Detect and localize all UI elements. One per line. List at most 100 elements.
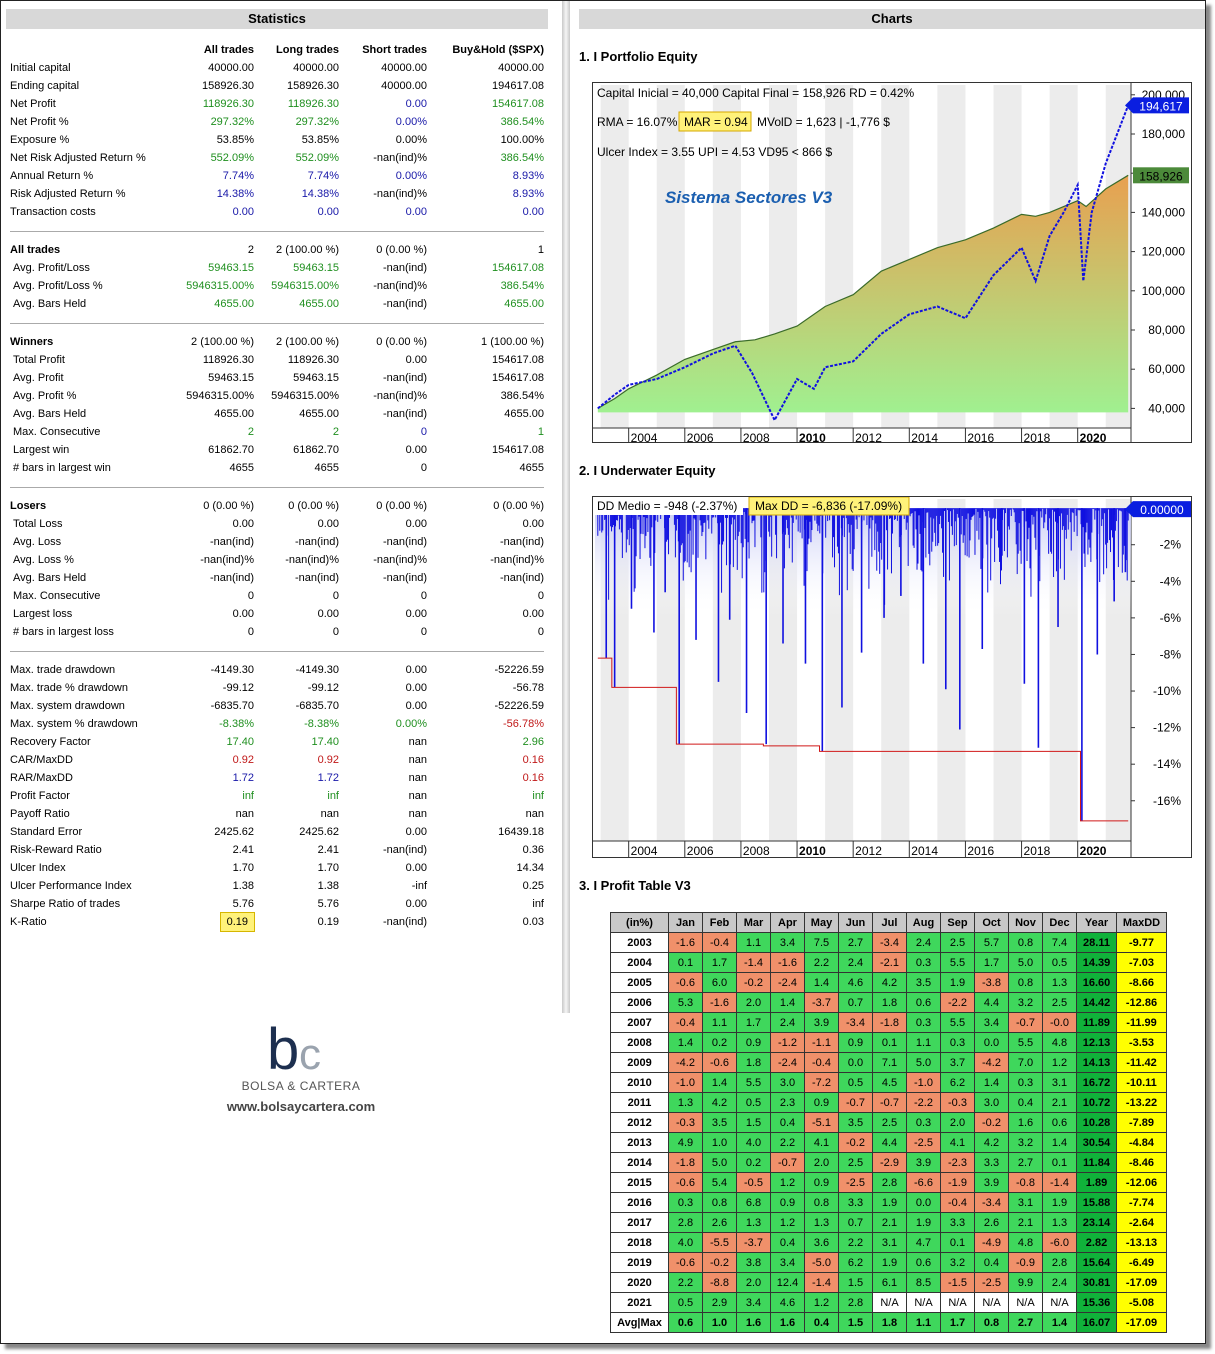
stat-row: Avg. Bars Held -nan(ind) -nan(ind) -nan(ind…	[6, 569, 548, 587]
stat-value: nan	[408, 772, 427, 784]
stat-value: 0.00	[405, 700, 427, 712]
profit-month-cell: 0.6	[1042, 1112, 1077, 1133]
stat-row: Avg. Loss % -nan(ind)% -nan(ind)% -nan(ind)…	[6, 551, 548, 569]
x-tick-label: 2012	[855, 431, 882, 442]
underwater-last-value: 0.00000	[1140, 503, 1184, 517]
stat-label: Avg. Bars Held	[13, 298, 87, 310]
stat-value: 0.00%	[395, 718, 427, 730]
profit-month-cell: 0.5	[1042, 952, 1077, 973]
stat-label: Ulcer Index	[10, 862, 66, 874]
system-equity-area	[597, 175, 1129, 413]
stat-value: 5946315.00%	[186, 280, 254, 292]
stat-label: Avg. Profit %	[13, 390, 77, 402]
profit-year-total: 16.72	[1076, 1072, 1117, 1093]
stat-value: -nan(ind)	[499, 572, 544, 584]
profit-month-cell: 0.8	[804, 1192, 839, 1213]
system-last-value-badge	[1133, 167, 1189, 184]
dd-medio-bg	[593, 497, 743, 515]
stat-value: 0.00	[317, 518, 339, 530]
stat-value: 40000.00	[381, 62, 427, 74]
profit-month-cell: 1.3	[1042, 972, 1077, 993]
stat-value: 4655.00	[214, 298, 254, 310]
stat-value: nan	[408, 808, 427, 820]
profit-month-cell: 1.2	[1042, 1052, 1077, 1073]
profit-month-cell: 3.4	[736, 1292, 771, 1313]
panel-divider[interactable]	[562, 1, 570, 1013]
stat-value: -inf	[411, 880, 427, 892]
profit-footer-row: Avg|Max 0.6 1.0 1.6 1.6 0.4 1.5 1.8 1.1 1.7 0.8 2.7…	[610, 1312, 1167, 1333]
stat-value: 154617.08	[492, 444, 544, 456]
profit-month-cell: -1.6	[668, 932, 703, 953]
stat-value: 0.00	[405, 206, 427, 218]
profit-month-cell: -2.3	[940, 1152, 975, 1173]
stat-label: Sharpe Ratio of trades	[10, 898, 121, 910]
profit-month-cell: N/A	[974, 1292, 1009, 1313]
profit-month-cell: 1.6	[1008, 1112, 1043, 1133]
profit-year-total: 15.64	[1076, 1252, 1117, 1273]
stat-value: 154617.08	[492, 262, 544, 274]
profit-month-cell: -2.2	[906, 1092, 941, 1113]
profit-month-cell: 3.9	[974, 1172, 1009, 1193]
stat-value: 0.36	[522, 844, 544, 856]
profit-month-cell: 7.1	[872, 1052, 907, 1073]
stat-value: 0.16	[522, 754, 544, 766]
profit-month-cell: 5.3	[668, 992, 703, 1013]
profit-month-cell: -0.4	[668, 1012, 703, 1033]
stat-row: Avg. Profit/Loss % 5946315.00% 5946315.00%…	[6, 277, 548, 295]
stat-row: Losers 0 (0.00 %) 0 (0.00 %) 0 (0.00 %) 0 (0…	[6, 497, 548, 515]
profit-month-cell: 0.5	[736, 1092, 771, 1113]
profit-month-cell: 1.5	[838, 1272, 873, 1293]
stat-value: 1.38	[317, 880, 339, 892]
profit-month-cell: 4.8	[1042, 1032, 1077, 1053]
stat-value: 4655.00	[299, 298, 339, 310]
stat-value: -nan(ind)	[294, 536, 339, 548]
profit-month-cell: 1.5	[736, 1112, 771, 1133]
stat-row: Total Loss 0.00 0.00 0.00 0.00	[6, 515, 548, 533]
profit-month-cell: -4.2	[974, 1052, 1009, 1073]
stat-value: 1.38	[232, 880, 254, 892]
stat-label: Net Profit %	[10, 116, 69, 128]
spx-badge-arrow	[1125, 97, 1133, 114]
x-tick-label: 2008	[743, 431, 770, 442]
profit-month-cell: -0.3	[668, 1112, 703, 1133]
logo-url[interactable]: www.bolsaycartera.com	[226, 1099, 376, 1114]
x-tick-label: 2006	[687, 844, 714, 857]
profit-month-cell: 4.6	[838, 972, 873, 993]
profit-month-cell: -2.2	[940, 992, 975, 1013]
stat-row: Avg. Profit 59463.15 59463.15 -nan(ind) 1546…	[6, 369, 548, 387]
stat-value: -nan(ind)%	[373, 280, 427, 292]
stat-label: # bars in largest win	[13, 462, 111, 474]
stat-value: -99.12	[222, 682, 254, 694]
profit-month-cell: 1.1	[702, 1012, 737, 1033]
profit-month-cell: 1.7	[736, 1012, 771, 1033]
y-tick-label: -8%	[1160, 647, 1182, 661]
stat-value: 0.00	[405, 608, 427, 620]
profit-month-cell: 1.2	[770, 1172, 805, 1193]
stat-label: All trades	[10, 244, 61, 256]
profit-month-cell: 1.9	[872, 1252, 907, 1273]
profit-month-cell: -1.4	[736, 952, 771, 973]
stat-value: inf	[532, 898, 544, 910]
profit-row-label: 2018	[610, 1232, 669, 1253]
stat-value: 0.16	[522, 772, 544, 784]
profit-header-cell: MaxDD	[1116, 912, 1167, 933]
stat-value: 40000.00	[208, 62, 254, 74]
profit-month-cell: 1.9	[906, 1212, 941, 1233]
stat-value: 0 (0.00 %)	[376, 500, 427, 512]
profit-month-cell: -4.9	[974, 1232, 1009, 1253]
profit-month-cell: 3.6	[804, 1232, 839, 1253]
x-tick-label: 2018	[1024, 844, 1051, 857]
profit-month-cell: 1.1	[736, 932, 771, 953]
stat-label: Ulcer Performance Index	[10, 880, 132, 892]
stat-value: 5946315.00%	[186, 390, 254, 402]
x-tick-label: 2006	[687, 431, 714, 442]
equity-section-title: 1. I Portfolio Equity	[579, 49, 698, 64]
stat-value: nan	[408, 736, 427, 748]
profit-year-total: 30.54	[1076, 1132, 1117, 1153]
stat-row: Net Profit 118926.30 118926.30 0.00 154617.0…	[6, 95, 548, 113]
stat-value: -nan(ind)	[382, 844, 427, 856]
x-tick-label: 2004	[631, 844, 658, 857]
stat-value: 8.93%	[512, 170, 544, 182]
stat-value: -nan(ind)	[382, 372, 427, 384]
profit-header-cell: Mar	[736, 912, 771, 933]
